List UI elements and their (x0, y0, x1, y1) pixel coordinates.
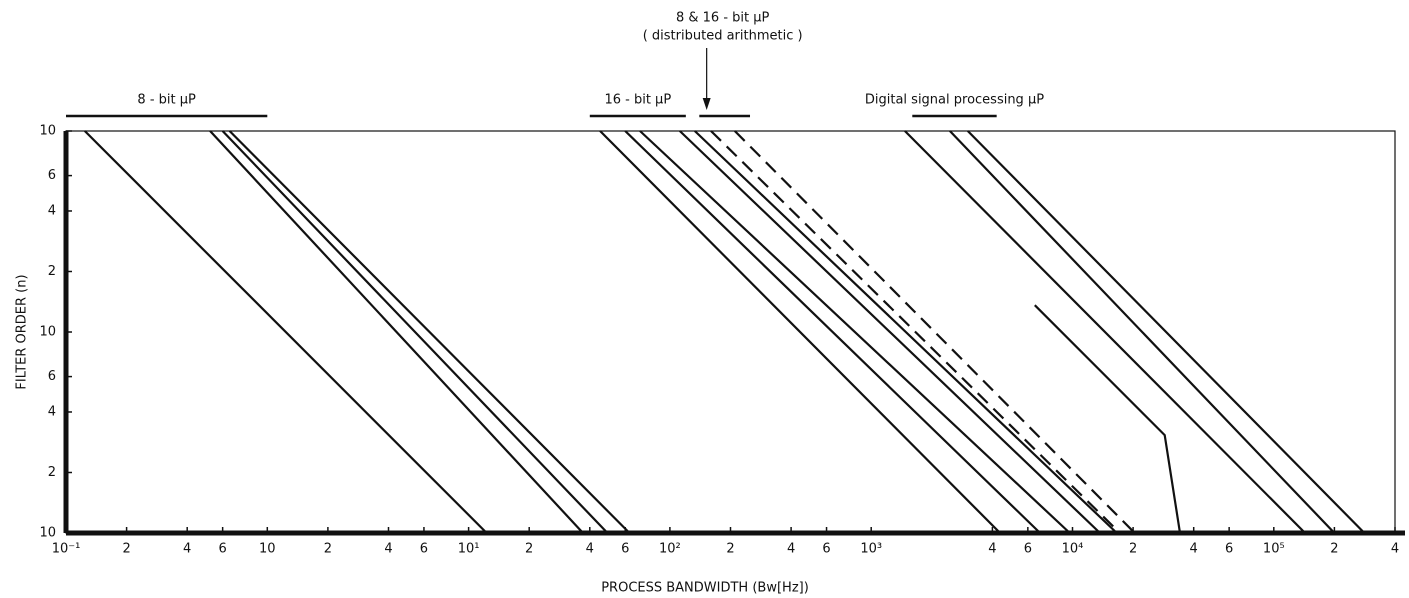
series-line (84, 130, 488, 534)
x-tick-label: 6 (219, 542, 227, 557)
x-tick-label: 4 (1190, 542, 1198, 557)
series-line (209, 130, 584, 534)
series-line (949, 130, 1336, 534)
series-line (694, 130, 1118, 534)
annotation-text: 16 - bit µP (604, 93, 671, 108)
series-line (639, 130, 1071, 534)
x-tick-label: 6 (621, 542, 629, 557)
x-tick-label: 2 (726, 542, 734, 557)
y-tick-label: 2 (48, 465, 56, 480)
x-tick-label: 2 (525, 542, 533, 557)
annotation-text: Digital signal processing µP (865, 93, 1044, 108)
x-tick-label: 4 (586, 542, 594, 557)
y-tick-label: 10 (39, 325, 56, 340)
x-tick-label: 2 (324, 542, 332, 557)
x-tick-label: 6 (1024, 542, 1032, 557)
series-line (710, 130, 1121, 534)
series-line (904, 130, 1306, 534)
x-tick-label: 4 (183, 542, 191, 557)
x-tick-label: 6 (420, 542, 428, 557)
y-tick-label: 10 (39, 526, 56, 541)
y-tick-label: 6 (48, 369, 56, 384)
x-tick-label: 10 (259, 542, 276, 557)
x-tick-label: 4 (988, 542, 996, 557)
x-tick-label: 2 (1129, 542, 1137, 557)
x-tick-label: 10⁵ (1263, 542, 1285, 557)
x-tick-label: 2 (122, 542, 130, 557)
x-tick-label: 10³ (860, 542, 882, 557)
series-line (1034, 304, 1182, 534)
x-tick-label: 6 (822, 542, 830, 557)
annotation-subtext: ( distributed arithmetic ) (643, 29, 803, 44)
series-line (221, 130, 609, 534)
y-tick-label: 4 (48, 404, 56, 419)
y-tick-label: 10 (39, 124, 56, 139)
x-tick-label: 6 (1225, 542, 1233, 557)
x-tick-label: 10⁴ (1062, 542, 1084, 557)
series-line (967, 130, 1366, 534)
x-axis-label: PROCESS BANDWIDTH (Bw[Hz]) (601, 581, 809, 596)
x-tick-label: 10¹ (458, 542, 480, 557)
series-line (599, 130, 1001, 534)
x-tick-label: 10⁻¹ (52, 542, 81, 557)
series-line (734, 130, 1136, 534)
x-tick-label: 4 (1391, 542, 1399, 557)
series-line (679, 130, 1101, 534)
x-tick-label: 4 (384, 542, 392, 557)
x-tick-label: 10² (659, 542, 681, 557)
annotation-text: 8 & 16 - bit µP (676, 11, 770, 26)
x-tick-label: 4 (787, 542, 795, 557)
y-tick-label: 4 (48, 203, 56, 218)
series-line (624, 130, 1041, 534)
series-line (228, 130, 631, 534)
y-tick-label: 2 (48, 264, 56, 279)
annotation-text: 8 - bit µP (137, 93, 196, 108)
y-axis-label: FILTER ORDER (n) (15, 274, 30, 389)
x-tick-label: 2 (1330, 542, 1338, 557)
y-tick-label: 6 (48, 168, 56, 183)
annotation-arrowhead (702, 98, 711, 110)
